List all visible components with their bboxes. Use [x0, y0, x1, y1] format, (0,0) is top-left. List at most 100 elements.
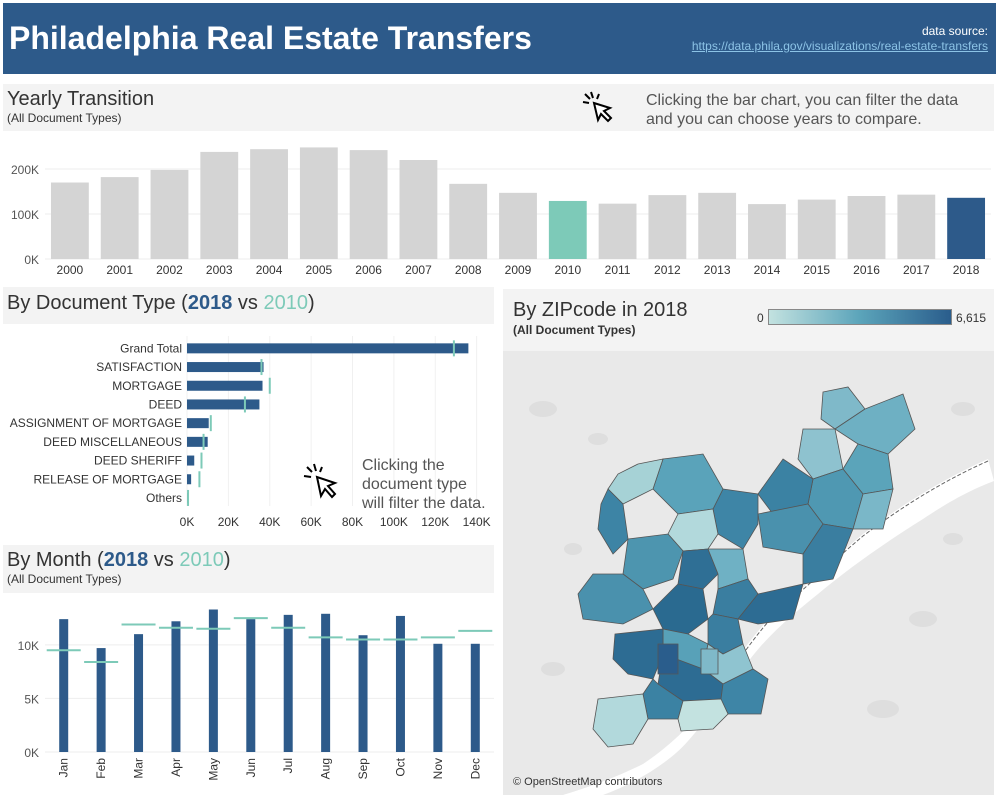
- doctype-x-tick-label: 40K: [259, 515, 280, 529]
- doctype-bar-2018[interactable]: [187, 474, 192, 485]
- zip-map[interactable]: © OpenStreetMap contributors By ZIPcode …: [503, 289, 994, 795]
- doctype-category-label[interactable]: Others: [146, 491, 182, 505]
- yearly-x-tick-label: 2013: [704, 263, 731, 277]
- month-x-tick-label: Nov: [431, 758, 445, 779]
- yearly-bar-2001[interactable]: [100, 177, 139, 259]
- month-bar-2018[interactable]: [395, 615, 405, 752]
- doctype-bar-2018[interactable]: [187, 399, 260, 410]
- map-canvas[interactable]: © OpenStreetMap contributors: [503, 289, 994, 795]
- doctype-category-label[interactable]: DEED MISCELLANEOUS: [43, 435, 182, 449]
- legend-min: 0: [757, 311, 764, 325]
- doctype-category-label[interactable]: ASSIGNMENT OF MORTGAGE: [10, 416, 182, 430]
- month-bar-chart[interactable]: 0K 5K 10K Jan Feb Mar Apr May Jun Jul Aug Sep Oct Nov…: [3, 598, 494, 794]
- yearly-bar-2008[interactable]: [449, 183, 488, 259]
- river: [563, 459, 994, 795]
- doctype-bar-2018[interactable]: [187, 380, 263, 391]
- doctype-category-label[interactable]: RELEASE OF MORTGAGE: [34, 472, 182, 486]
- doctype-category-label[interactable]: DEED: [149, 397, 183, 411]
- yearly-x-tick-label: 2000: [57, 263, 84, 277]
- doctype-hint: Clicking the document type will filter t…: [362, 456, 486, 513]
- yearly-x-tick-label: 2016: [853, 263, 880, 277]
- yearly-bar-2003[interactable]: [200, 151, 239, 259]
- yearly-bar-2000[interactable]: [50, 182, 89, 260]
- yearly-title: Yearly Transition: [7, 88, 155, 110]
- yearly-bar-chart[interactable]: 0K 100K 200K 2000 2001 2002 2003 2004 2005 2006 20…: [3, 136, 994, 280]
- doctype-bar-2018[interactable]: [187, 436, 208, 447]
- month-bar-2018[interactable]: [246, 619, 256, 752]
- yearly-bar-2004[interactable]: [250, 149, 288, 259]
- month-panel-header: [3, 545, 494, 593]
- yearly-hint-line1: Clicking the bar chart, you can filter t…: [646, 92, 959, 109]
- yearly-hint: Clicking the bar chart, you can filter t…: [646, 91, 958, 129]
- yearly-bar-2018[interactable]: [947, 197, 986, 259]
- month-bar-2018[interactable]: [96, 648, 106, 752]
- month-year-a: 2018: [103, 549, 149, 571]
- month-x-tick-label: Aug: [319, 758, 333, 779]
- month-bar-2018[interactable]: [433, 643, 443, 752]
- month-bar-2018[interactable]: [59, 619, 69, 752]
- color-legend: [768, 309, 952, 325]
- month-bar-2018[interactable]: [283, 614, 293, 752]
- zip-regions[interactable]: [577, 386, 916, 748]
- month-bar-2018[interactable]: [134, 634, 144, 752]
- yearly-hint-line2: and you can choose years to compare.: [646, 111, 922, 128]
- month-bar-2018[interactable]: [358, 635, 368, 752]
- month-bar-2018[interactable]: [208, 609, 218, 753]
- doctype-bar-2018[interactable]: [187, 455, 195, 466]
- map-subtitle: (All Document Types): [513, 323, 636, 337]
- yearly-bar-2011[interactable]: [598, 203, 637, 259]
- yearly-bar-2015[interactable]: [797, 199, 836, 259]
- yearly-bar-2017[interactable]: [897, 194, 936, 259]
- doctype-category-label[interactable]: MORTGAGE: [112, 379, 182, 393]
- yearly-bar-2002[interactable]: [150, 169, 189, 259]
- doctype-category-label[interactable]: Grand Total: [120, 341, 182, 355]
- yearly-bar-2016[interactable]: [847, 196, 886, 259]
- yearly-x-tick-label: 2015: [803, 263, 830, 277]
- month-bar-2018[interactable]: [171, 621, 181, 752]
- month-y-tick-label: 5K: [24, 692, 39, 706]
- yearly-bar-2006[interactable]: [349, 150, 388, 259]
- month-subtitle: (All Document Types): [7, 572, 122, 586]
- yearly-bar-2013[interactable]: [698, 192, 737, 259]
- yearly-bar-2014[interactable]: [748, 204, 786, 259]
- yearly-x-tick-label: 2009: [505, 263, 532, 277]
- yearly-x-tick-label: 2001: [106, 263, 133, 277]
- yearly-x-tick-label: 2006: [355, 263, 382, 277]
- yearly-bar-2007[interactable]: [399, 160, 438, 259]
- yearly-x-tick-label: 2002: [156, 263, 183, 277]
- doctype-bar-2018[interactable]: [187, 362, 264, 373]
- doctype-panel-header: [3, 287, 494, 324]
- yearly-x-tick-label: 2007: [405, 263, 432, 277]
- doctype-bar-chart[interactable]: 0K 20K 40K 60K 80K 100K 120K 140K Grand Total SAT…: [3, 336, 494, 532]
- month-x-tick-label: Sep: [356, 758, 370, 780]
- yearly-x-tick-label: 2008: [455, 263, 482, 277]
- month-bar-2018[interactable]: [470, 643, 480, 752]
- doctype-year-b: 2010: [263, 292, 308, 314]
- doctype-category-label[interactable]: SATISFACTION: [96, 360, 182, 374]
- yearly-y-tick-label: 0K: [24, 253, 39, 267]
- doctype-hint-line2: document type: [362, 476, 467, 493]
- doctype-x-tick-label: 80K: [342, 515, 363, 529]
- yearly-bar-2005[interactable]: [299, 147, 338, 259]
- yearly-bar-2012[interactable]: [648, 195, 687, 259]
- source-link[interactable]: https://data.phila.gov/visualizations/re…: [691, 39, 988, 53]
- doctype-bar-2018[interactable]: [187, 343, 469, 354]
- month-vs: vs: [148, 549, 180, 571]
- doctype-category-label[interactable]: DEED SHERIFF: [94, 454, 182, 468]
- doctype-vs: vs: [232, 292, 264, 314]
- doctype-bar-2018[interactable]: [187, 418, 209, 429]
- month-bar-2018[interactable]: [321, 613, 331, 752]
- yearly-bar-2009[interactable]: [499, 192, 537, 259]
- map-land-features: [529, 401, 975, 718]
- yearly-x-tick-label: 2005: [305, 263, 332, 277]
- yearly-bar-2010[interactable]: [548, 200, 587, 259]
- yearly-x-tick-label: 2003: [206, 263, 233, 277]
- yearly-x-tick-label: 2004: [256, 263, 283, 277]
- yearly-subtitle: (All Document Types): [7, 111, 122, 125]
- month-x-tick-label: Jan: [57, 758, 71, 777]
- month-x-tick-label: Oct: [393, 757, 407, 776]
- doctype-hint-line1: Clicking the: [362, 457, 445, 474]
- month-x-tick-label: May: [206, 758, 220, 781]
- doctype-x-tick-label: 60K: [300, 515, 321, 529]
- yearly-x-tick-label: 2012: [654, 263, 681, 277]
